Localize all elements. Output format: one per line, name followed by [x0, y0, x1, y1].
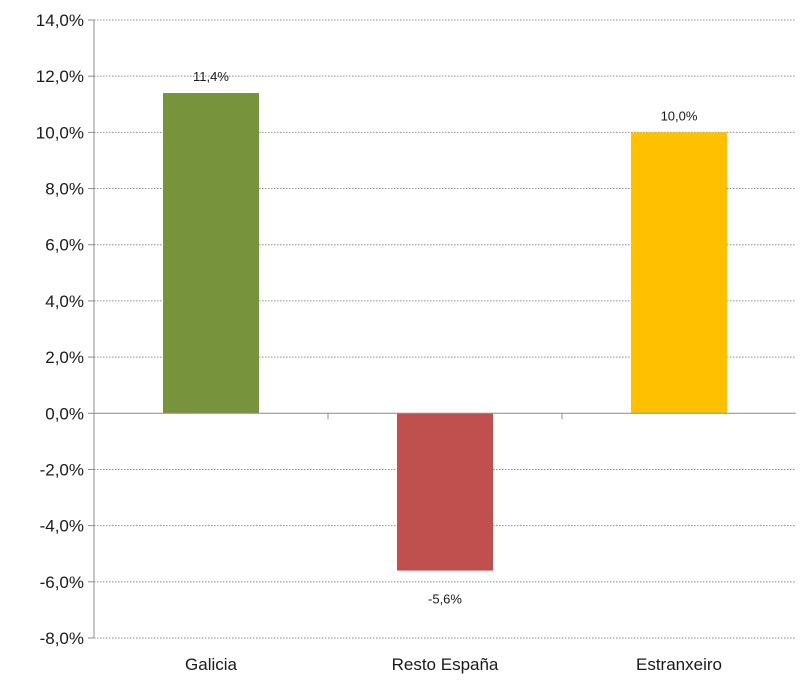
y-tick-label: 8,0% [45, 180, 84, 199]
labels: 14,0% 12,0% 10,0% 8,0% 6,0% 4,0% 2,0% 0,0% -2,0%… [36, 11, 722, 674]
y-tick-label: 12,0% [36, 67, 84, 86]
bar-3 [631, 132, 727, 414]
category-label: Resto España [392, 655, 499, 674]
y-tick-label: 14,0% [36, 11, 84, 30]
data-label: 11,4% [193, 69, 229, 84]
axes [88, 19, 796, 639]
y-tick-label: -4,0% [40, 517, 84, 536]
data-label: -5,6% [428, 592, 462, 607]
bars [163, 93, 727, 571]
y-tick-label: -2,0% [40, 460, 84, 479]
bar-1 [163, 93, 259, 414]
category-label: Galicia [185, 655, 238, 674]
y-tick-label: 2,0% [45, 348, 84, 367]
y-tick-label: 0,0% [45, 404, 84, 423]
bar-2 [397, 413, 493, 571]
y-tick-label: -8,0% [40, 629, 84, 648]
y-tick-label: -6,0% [40, 573, 84, 592]
y-tick-label: 6,0% [45, 236, 84, 255]
category-label: Estranxeiro [636, 655, 722, 674]
y-tick-label: 10,0% [36, 123, 84, 142]
y-tick-label: 4,0% [45, 292, 84, 311]
data-label: 10,0% [661, 108, 698, 123]
